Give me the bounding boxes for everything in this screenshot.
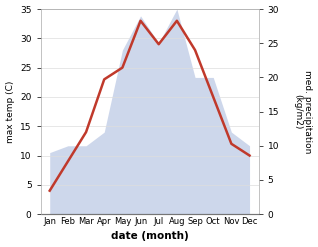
X-axis label: date (month): date (month) <box>111 231 189 242</box>
Y-axis label: max temp (C): max temp (C) <box>5 80 15 143</box>
Y-axis label: med. precipitation
(kg/m2): med. precipitation (kg/m2) <box>293 70 313 153</box>
